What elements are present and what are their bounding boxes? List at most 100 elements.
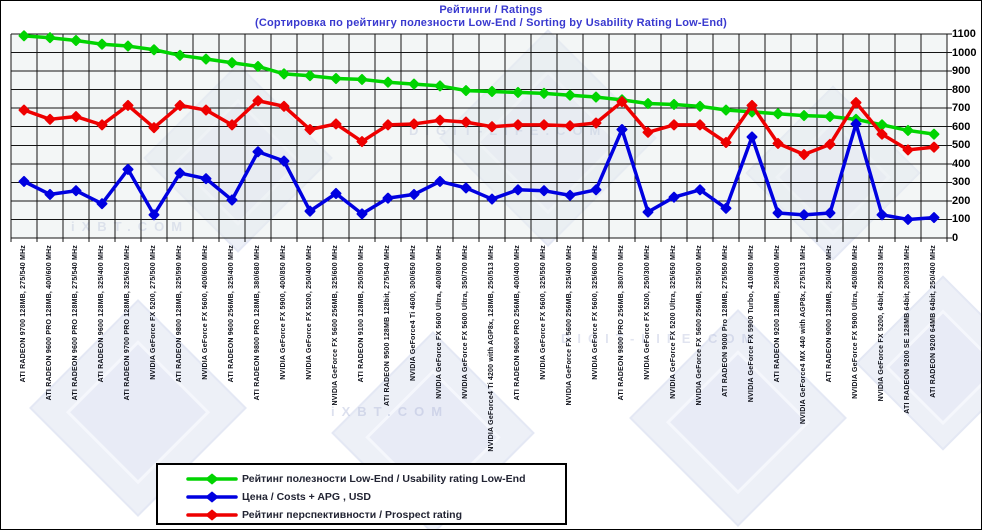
data-point (902, 124, 914, 136)
y-axis-label: 400 (952, 157, 971, 170)
legend-marker-icon (186, 509, 238, 521)
data-point (382, 192, 394, 204)
x-axis-label: NVIDIA GeForce4 Ti 4600, 300/650 MHz (410, 245, 417, 381)
data-point (70, 34, 82, 46)
data-point (44, 32, 56, 44)
data-point (746, 99, 758, 111)
data-point (148, 122, 160, 134)
data-point (564, 120, 576, 132)
data-point (96, 38, 108, 50)
data-point (694, 100, 706, 112)
data-point (278, 100, 290, 112)
data-point (668, 119, 680, 131)
x-axis-label: ATI RADEON 9600 PRO 256MB, 400/400 MHz (514, 245, 521, 401)
data-point (70, 111, 82, 123)
data-point (772, 207, 784, 219)
x-axis-label: NVIDIA GeForce FX 5200, 64bit, 250/333 M… (878, 245, 885, 402)
data-point (720, 202, 732, 214)
y-axis-label: 500 (952, 139, 971, 152)
data-point (668, 191, 680, 203)
x-axis-label: ATI RADEON 9200 64MB 64bit, 250/400 MHz (930, 245, 937, 398)
data-point (174, 167, 186, 179)
data-point (122, 99, 134, 111)
data-point (174, 49, 186, 61)
data-point (252, 60, 264, 72)
data-point (824, 138, 836, 150)
data-point (798, 110, 810, 122)
data-point (44, 188, 56, 200)
x-axis-label: ATI RADEON 9500 128MB 128bit, 275/540 MH… (384, 245, 391, 406)
x-axis-label: NVIDIA GeForce FX 5900 Turbo, 410/850 MH… (748, 245, 755, 403)
y-axis-label: 1000 (952, 46, 977, 59)
y-axis-label: 600 (952, 120, 971, 133)
data-point (668, 98, 680, 110)
data-point (824, 111, 836, 123)
x-axis-label: ATI RADEON 9600 PRO 128MB, 275/540 MHz (72, 245, 79, 401)
data-point (850, 97, 862, 109)
y-axis-label: 900 (952, 65, 971, 78)
data-point (850, 118, 862, 130)
watermark-text-ixbt2: iXBT.COM (331, 404, 450, 419)
data-point (44, 113, 56, 125)
data-point (96, 198, 108, 210)
x-axis-label: ATI RADEON 9000 128MB, 250/400 MHz (826, 245, 833, 383)
x-axis-label: NVIDIA GeForce FX 5600 256MB, 325/400 MH… (566, 245, 573, 406)
data-point (148, 44, 160, 56)
data-point (902, 213, 914, 225)
x-axis-label: ATI RADEON 9800 PRO 128MB, 380/680 MHz (254, 245, 261, 401)
x-axis-label: NVIDIA GeForce FX 5600, 325/550 MHz (540, 245, 547, 380)
x-axis-label: NVIDIA GeForce4 MX 440 with AGP8x, 275/5… (800, 245, 807, 425)
data-point (928, 128, 940, 140)
data-point (200, 104, 212, 116)
data-point (694, 119, 706, 131)
data-point (408, 78, 420, 90)
data-point (512, 119, 524, 131)
series-0 (18, 30, 940, 140)
legend-marker-icon (186, 473, 238, 485)
data-point (590, 184, 602, 196)
data-point (486, 121, 498, 133)
data-point (928, 141, 940, 153)
legend-label: Цена / Costs + APG , USD (242, 491, 371, 503)
data-point (226, 57, 238, 69)
legend-label: Рейтинг полезности Low-End / Usability r… (242, 473, 526, 485)
legend-item-1: Цена / Costs + APG , USD (186, 488, 565, 506)
data-point (876, 209, 888, 221)
data-point (252, 146, 264, 158)
x-axis-label: NVIDIA GeForce FX 5200, 250/400 MHz (306, 245, 313, 380)
data-point (538, 185, 550, 197)
data-point (564, 189, 576, 201)
y-axis-label: 200 (952, 194, 971, 207)
data-point (122, 163, 134, 175)
data-point (304, 205, 316, 217)
data-point (772, 108, 784, 120)
y-axis-label: 0 (952, 232, 959, 244)
x-axis-label: NVIDIA GeForce FX 5600 Ultra, 400/800 MH… (436, 245, 443, 399)
y-axis-label: 700 (952, 102, 971, 115)
legend: Рейтинг полезности Low-End / Usability r… (156, 463, 567, 525)
data-point (382, 76, 394, 88)
data-point (512, 86, 524, 98)
data-point (720, 136, 732, 148)
y-axis-label: 300 (952, 176, 971, 189)
data-point (434, 175, 446, 187)
data-point (304, 124, 316, 136)
data-point (928, 212, 940, 224)
data-point (356, 136, 368, 148)
data-point (720, 104, 732, 116)
data-point (876, 128, 888, 140)
data-point (824, 207, 836, 219)
x-axis-label: NVIDIA GeForce FX 5200, 250/300 MHz (644, 245, 651, 380)
data-point (122, 40, 134, 52)
data-point (460, 85, 472, 97)
legend-label: Рейтинг перспективности / Prospect ratin… (242, 509, 463, 521)
x-axis-label: NVIDIA GeForce FX 5200 Ultra, 325/650 MH… (670, 245, 677, 399)
x-axis-label: NVIDIA GeForce FX 5600 256MB, 325/600 MH… (332, 245, 339, 406)
x-axis-label: ATI RADEON 9600 PRO 128MB, 400/600 MHz (46, 245, 53, 401)
data-point (96, 119, 108, 131)
y-axis-label: 1100 (952, 28, 976, 40)
data-point (434, 80, 446, 92)
x-axis-label: NVIDIA GeForce FX 5900 Ultra, 450/850 MH… (852, 245, 859, 399)
